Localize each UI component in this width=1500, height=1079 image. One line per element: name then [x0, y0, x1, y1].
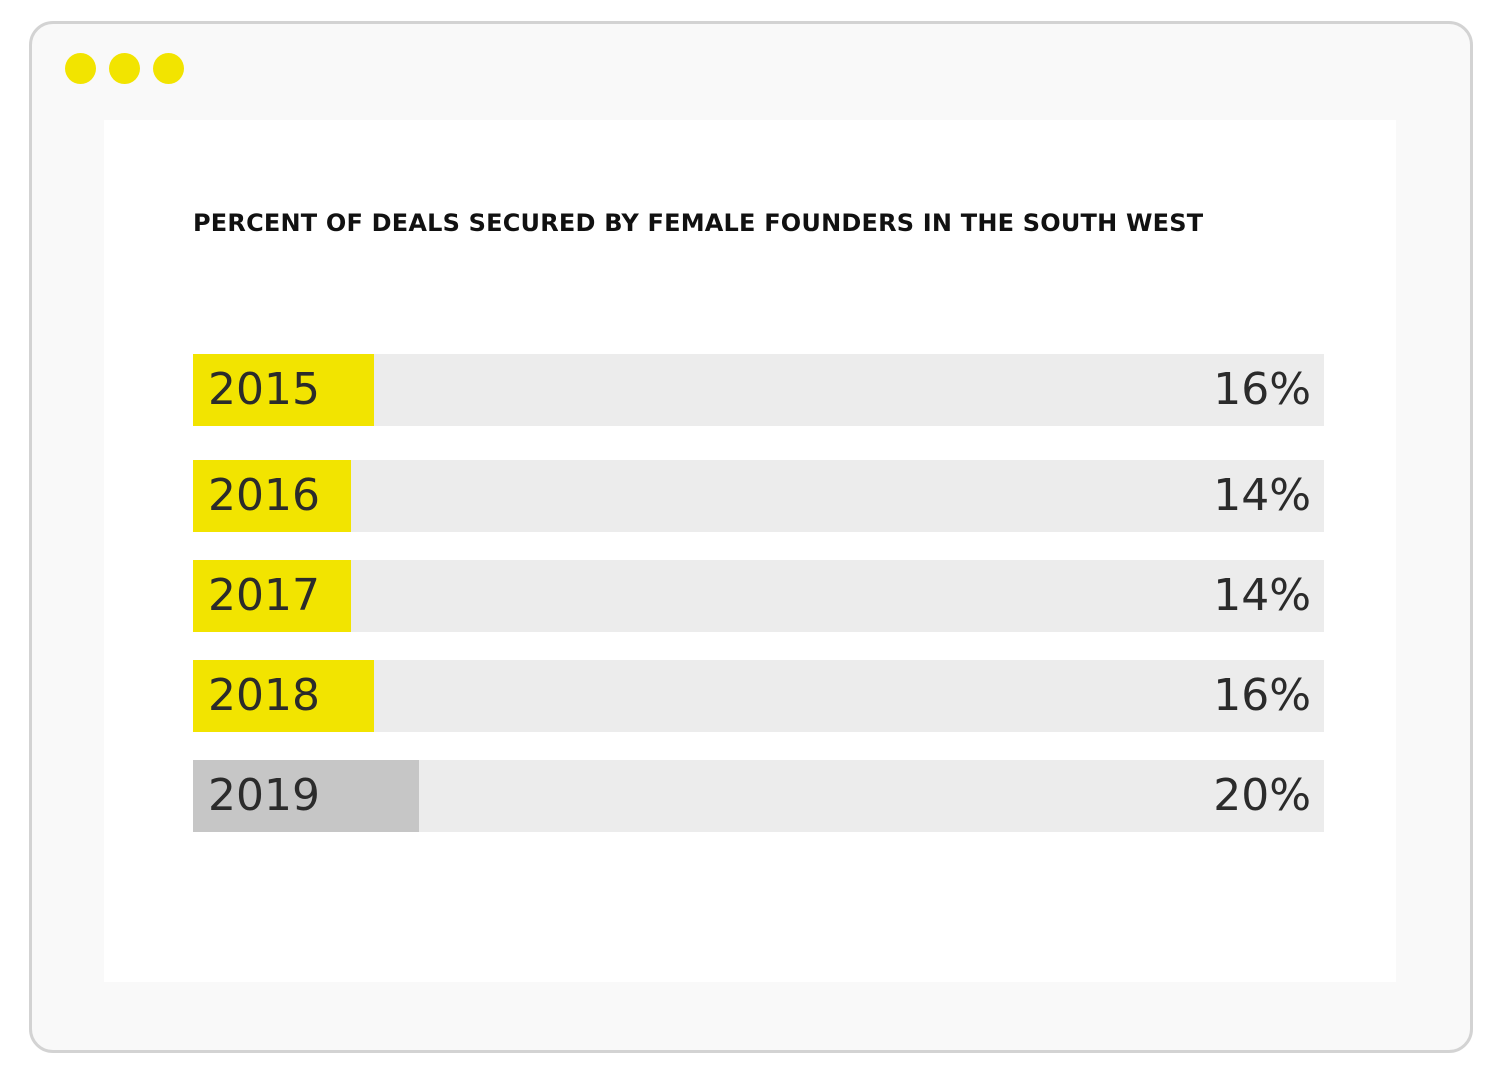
- bar-value-label: 16%: [1213, 670, 1311, 721]
- bar-track: [193, 354, 1324, 426]
- window-dot-icon[interactable]: [153, 53, 184, 84]
- window-dot-icon[interactable]: [109, 53, 140, 84]
- bar-track: [193, 560, 1324, 632]
- window-controls: [65, 53, 184, 84]
- bar: [193, 560, 352, 632]
- bar-chart: 2015 16% 2016 14% 2017 14% 2018 16% 2019 20%: [193, 354, 1324, 834]
- bar-category-label: 2018: [208, 670, 320, 721]
- bar-value-label: 20%: [1213, 770, 1311, 821]
- bar: [193, 660, 374, 732]
- bar-category-label: 2019: [208, 770, 320, 821]
- bar: [193, 354, 374, 426]
- bar: [193, 760, 420, 832]
- bar-category-label: 2015: [208, 364, 320, 415]
- bar-value-label: 16%: [1213, 364, 1311, 415]
- bar-row: 2017 14%: [193, 560, 1324, 632]
- window-dot-icon[interactable]: [65, 53, 96, 84]
- bar-row: 2018 16%: [193, 660, 1324, 732]
- bar: [193, 460, 352, 532]
- bar-track: [193, 460, 1324, 532]
- bar-category-label: 2016: [208, 470, 320, 521]
- bar-row: 2015 16%: [193, 354, 1324, 426]
- chart-title: PERCENT OF DEALS SECURED BY FEMALE FOUND…: [193, 209, 1204, 237]
- bar-row: 2019 20%: [193, 760, 1324, 832]
- chart-panel: PERCENT OF DEALS SECURED BY FEMALE FOUND…: [104, 120, 1396, 982]
- bar-row: 2016 14%: [193, 460, 1324, 532]
- bar-category-label: 2017: [208, 570, 320, 621]
- bar-value-label: 14%: [1213, 570, 1311, 621]
- bar-track: [193, 660, 1324, 732]
- bar-value-label: 14%: [1213, 470, 1311, 521]
